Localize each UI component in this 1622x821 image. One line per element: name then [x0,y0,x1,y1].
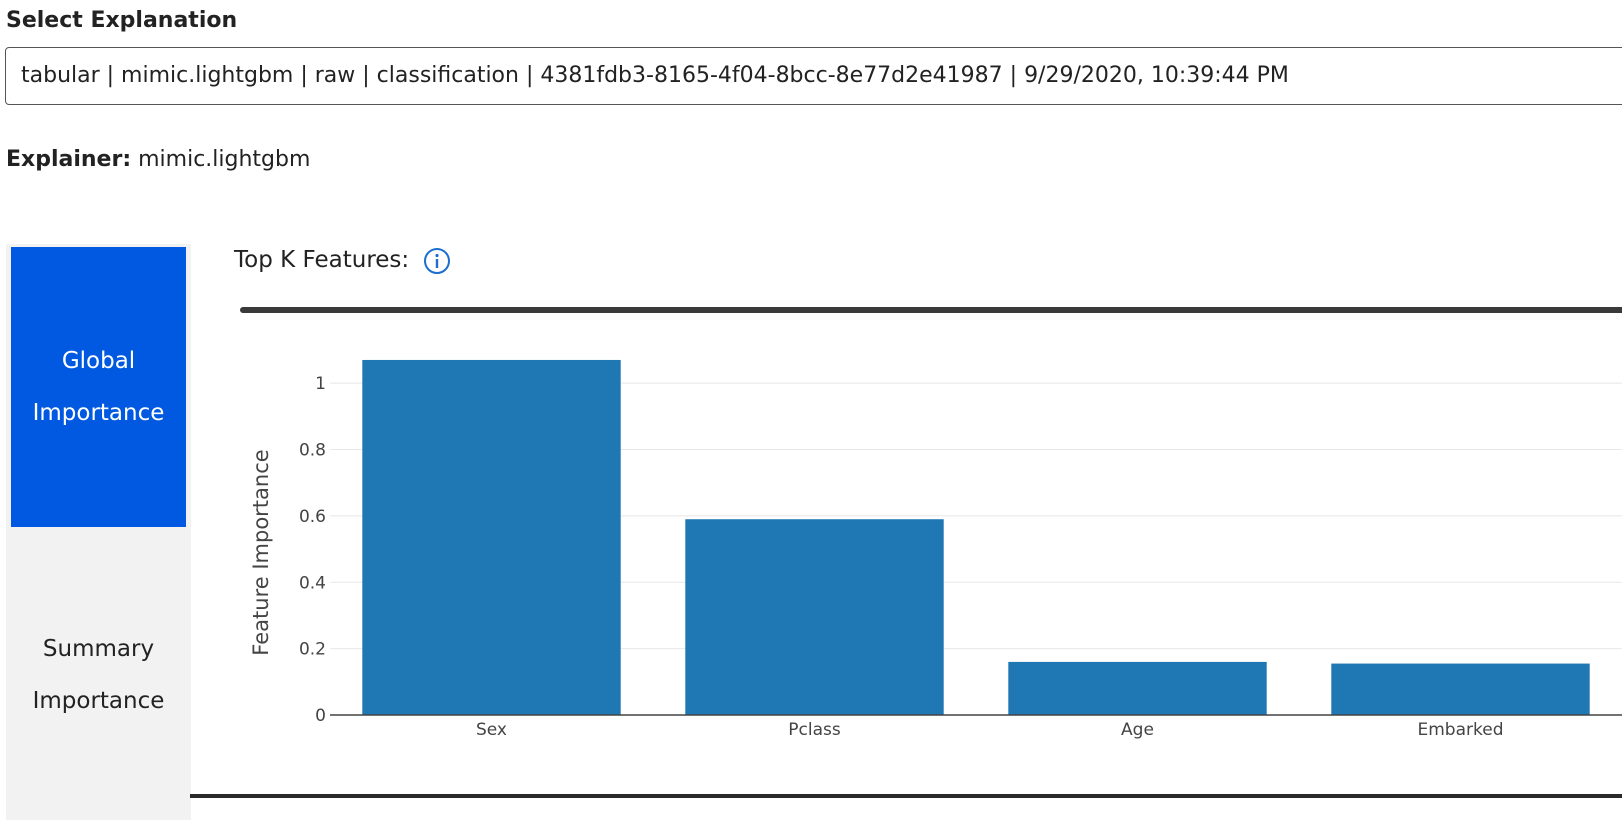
y-tick-label: 0 [315,706,326,726]
y-tick-label: 0.6 [299,507,326,527]
tab-global-importance[interactable]: Global Importance [11,247,186,527]
y-tick-label: 0.8 [299,441,326,461]
top-k-slider[interactable] [240,307,1622,313]
x-tick-label: Sex [476,720,507,740]
explainer-value: mimic.lightgbm [138,147,311,172]
y-tick-label: 1 [315,374,326,394]
y-tick-label: 0.4 [299,573,326,593]
x-tick-label: Age [1121,720,1154,740]
importance-side-nav: Global Importance Summary Importance [6,244,191,820]
bar [685,519,944,715]
feature-importance-chart: 0 0.2 0.4 0.6 0.8 1 Sex Pclass Age Embarked Featur… [249,359,1622,740]
explainer-label: Explainer: [6,147,132,172]
bar [1331,663,1590,715]
explanation-select[interactable]: tabular | mimic.lightgbm | raw | classif… [5,47,1622,105]
tab-global-importance-label: Global Importance [32,348,165,426]
chart-bottom-divider [190,794,1622,798]
bar [1008,661,1267,715]
tab-summary-importance-label: Summary Importance [32,635,165,714]
x-tick-label: Embarked [1418,720,1504,740]
explainer-info: Explainer: mimic.lightgbm [6,145,310,175]
select-explanation-title: Select Explanation [6,8,238,33]
explanation-select-value: tabular | mimic.lightgbm | raw | classif… [21,63,1289,88]
top-k-features-label: Top K Features: [234,247,410,273]
y-tick-label: 0.2 [299,640,326,660]
y-axis-title: Feature Importance [249,449,273,655]
bar [362,359,621,715]
info-icon[interactable] [423,247,451,275]
x-tick-label: Pclass [788,720,841,740]
tab-summary-importance[interactable]: Summary Importance [11,529,186,820]
